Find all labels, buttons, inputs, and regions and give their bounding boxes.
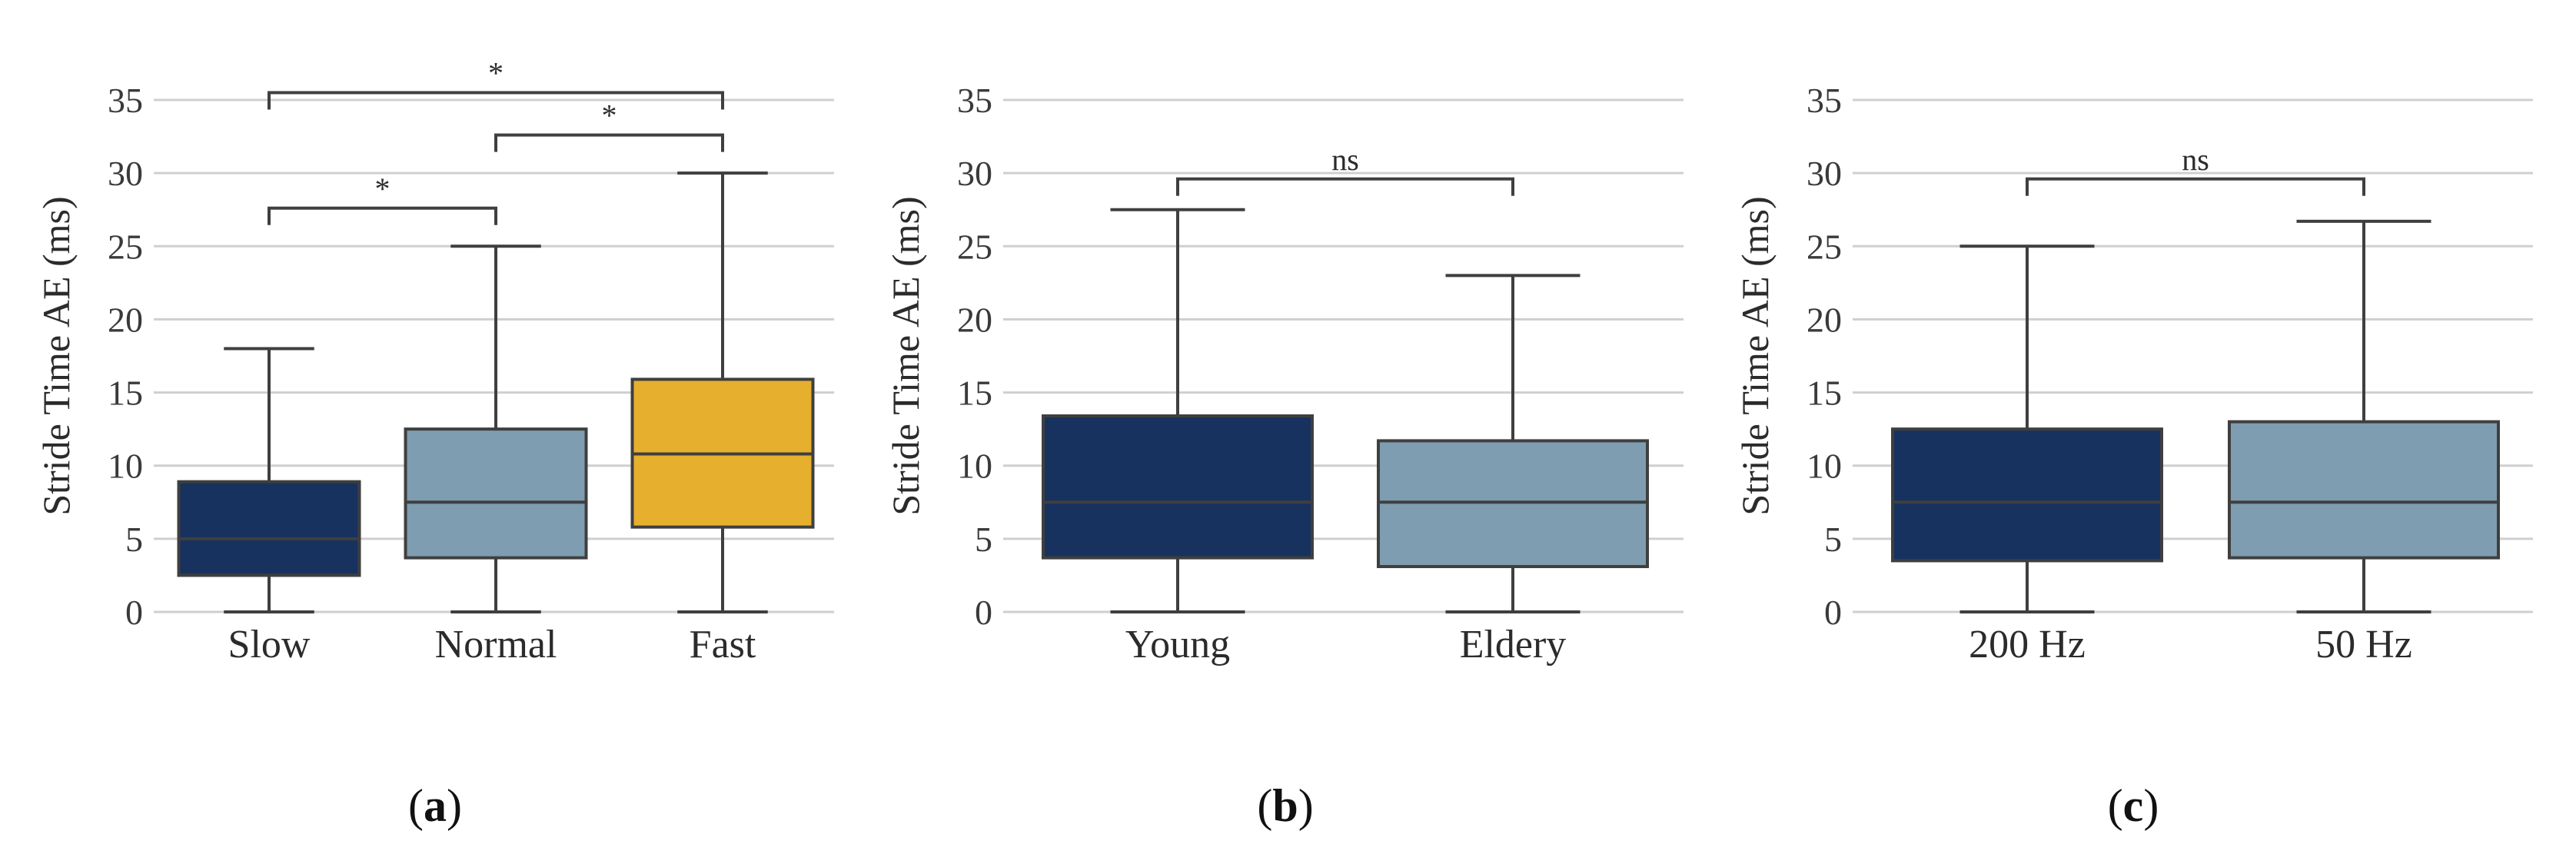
x-tick-label: Slow [228, 623, 311, 667]
y-tick-label: 5 [975, 520, 992, 559]
y-tick-label: 35 [957, 81, 992, 120]
y-tick-label: 0 [125, 593, 143, 632]
y-tick-label: 30 [1807, 154, 1842, 193]
y-tick-label: 0 [975, 593, 992, 632]
panel-label: (b) [1257, 780, 1313, 831]
significance-bracket: * [268, 55, 724, 110]
significance-label: ns [1331, 142, 1359, 177]
significance-bracket: * [268, 171, 497, 225]
y-tick-label: 5 [1824, 520, 1842, 559]
x-tick-label: Fast [690, 623, 756, 667]
y-tick-label: 25 [957, 227, 992, 266]
y-axis-label: Stride Time AE (ms) [35, 196, 78, 515]
x-tick-label: 50 Hz [2315, 623, 2412, 667]
x-tick-label: Eldery [1460, 623, 1567, 667]
box-fast [630, 171, 815, 613]
y-tick-label: 10 [1807, 447, 1842, 486]
chart-panel-c: 0 5 10 15 20 25 30 35 Stride Time AE (ms) 200 Hz 5… [1733, 81, 2533, 831]
significance-label: * [488, 55, 504, 90]
bracket-line [268, 91, 724, 110]
panel-label: (a) [408, 780, 462, 831]
significance-bracket: ns [1176, 142, 1514, 196]
chart-panel-a: 0 5 10 15 20 25 30 35 Stride Time AE (ms) Slow Nor… [35, 55, 834, 831]
y-tick-label: 30 [108, 154, 143, 193]
panel-label: (c) [2108, 780, 2159, 831]
significance-label: ns [2182, 142, 2209, 177]
y-tick-label: 20 [108, 300, 143, 339]
y-tick-label: 35 [108, 81, 143, 120]
significance-label: * [602, 98, 617, 133]
iqr-box [1891, 427, 2163, 563]
significance-bracket: * [494, 98, 724, 152]
bracket-line [2026, 177, 2365, 196]
y-tick-label: 15 [108, 374, 143, 413]
iqr-box [177, 480, 361, 577]
box-slow [177, 347, 361, 613]
y-axis-label: Stride Time AE (ms) [1733, 196, 1777, 515]
y-tick-label: 25 [108, 227, 143, 266]
iqr-box [404, 427, 588, 560]
box-young [1042, 208, 1314, 613]
y-tick-label: 10 [108, 447, 143, 486]
y-tick-label: 35 [1807, 81, 1842, 120]
y-tick-label: 30 [957, 154, 992, 193]
box-200-hz [1891, 244, 2163, 613]
significance-bracket: ns [2026, 142, 2365, 196]
box-normal [404, 244, 588, 613]
x-tick-label: 200 Hz [1969, 623, 2086, 667]
significance-label: * [375, 171, 391, 206]
y-tick-label: 15 [957, 374, 992, 413]
chart-panel-b: 0 5 10 15 20 25 30 35 Stride Time AE (ms) Young El… [884, 81, 1684, 831]
y-tick-label: 20 [1807, 300, 1842, 339]
bracket-line [268, 206, 497, 225]
y-tick-label: 10 [957, 447, 992, 486]
y-tick-label: 5 [125, 520, 143, 559]
iqr-box [2228, 420, 2500, 560]
iqr-box [1042, 414, 1314, 560]
box-50-hz [2228, 219, 2500, 613]
bracket-line [494, 133, 724, 152]
x-tick-label: Normal [435, 623, 557, 667]
x-tick-label: Young [1125, 623, 1230, 667]
y-tick-label: 0 [1824, 593, 1842, 632]
y-axis-label: Stride Time AE (ms) [884, 196, 927, 515]
y-tick-label: 25 [1807, 227, 1842, 266]
bracket-line [1176, 177, 1514, 196]
box-eldery [1377, 274, 1649, 613]
y-tick-label: 20 [957, 300, 992, 339]
y-tick-label: 15 [1807, 374, 1842, 413]
